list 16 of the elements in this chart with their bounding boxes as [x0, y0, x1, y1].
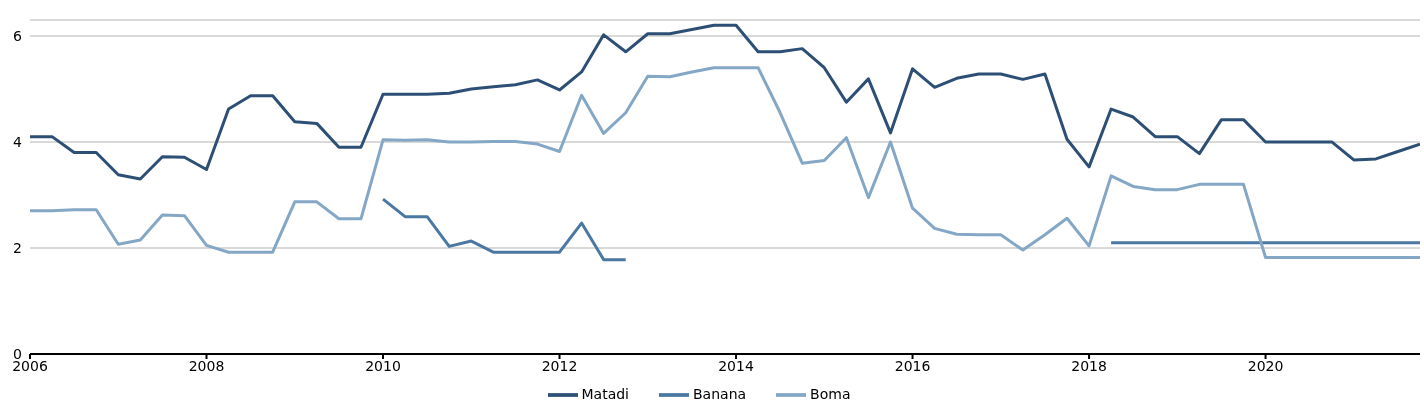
x-tick-label: 2016 [894, 357, 931, 374]
x-tick-label: 2018 [1071, 357, 1107, 374]
line-series [30, 23, 1420, 181]
y-tick-label: 2 [13, 239, 22, 256]
x-tick-label: 2020 [1247, 357, 1284, 374]
y-tick-label: 0 [13, 345, 22, 362]
y-tick-label: 4 [13, 133, 23, 150]
y-tick-label: 6 [13, 27, 23, 44]
line-series [30, 66, 1420, 260]
legend-label: Matadi [581, 386, 630, 402]
x-tick-label: 2010 [365, 357, 401, 374]
x-tick-label: 2012 [541, 357, 578, 374]
legend-label: Boma [810, 386, 851, 402]
x-tick-label: 2008 [188, 357, 225, 374]
legend-label: Banana [693, 386, 747, 402]
x-tick-label: 2014 [718, 357, 754, 374]
